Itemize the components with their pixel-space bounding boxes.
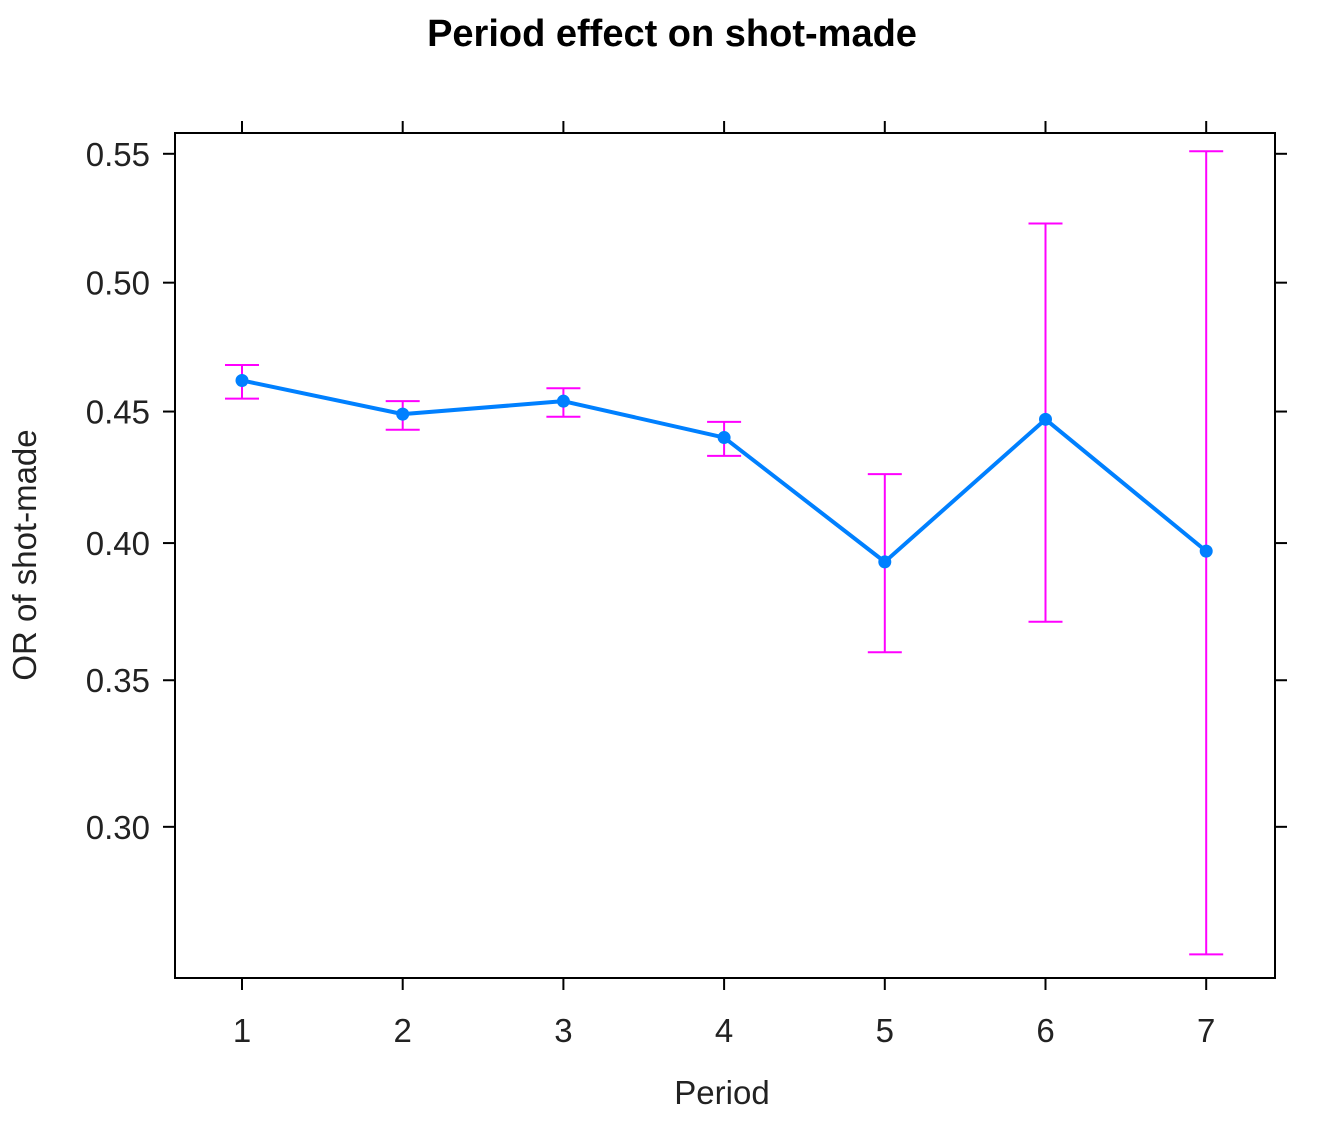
x-tick-label: 2 [394,1012,412,1049]
error-bars [225,150,1224,956]
data-series [235,373,1213,569]
data-point [717,431,731,445]
y-tick-label: 0.45 [86,394,150,431]
y-tick-label: 0.40 [86,525,150,562]
chart-title: Period effect on shot-made [427,13,917,55]
x-tick-label: 6 [1036,1012,1054,1049]
x-tick-label: 5 [876,1012,894,1049]
y-tick-label: 0.35 [86,662,150,699]
axis-ticks: 1 2 3 4 5 6 7 0.30 0.35 0.40 0.45 0.50 0.55 [86,121,1287,1049]
data-point [235,373,249,387]
x-axis-label: Period [674,1074,769,1111]
y-tick-label: 0.55 [86,136,150,173]
series-line [241,378,1208,564]
data-point [396,407,410,421]
data-point [1039,412,1052,426]
x-tick-label: 7 [1197,1012,1215,1049]
y-tick-label: 0.50 [86,265,150,302]
data-point [878,555,892,569]
data-point [1199,544,1213,558]
y-axis-label: OR of shot-made [6,429,43,680]
x-tick-label: 3 [554,1012,572,1049]
x-tick-label: 4 [715,1012,733,1049]
x-tick-label: 1 [233,1012,251,1049]
plot-frame [174,132,1276,979]
data-point [556,394,570,408]
y-tick-label: 0.30 [86,809,150,846]
